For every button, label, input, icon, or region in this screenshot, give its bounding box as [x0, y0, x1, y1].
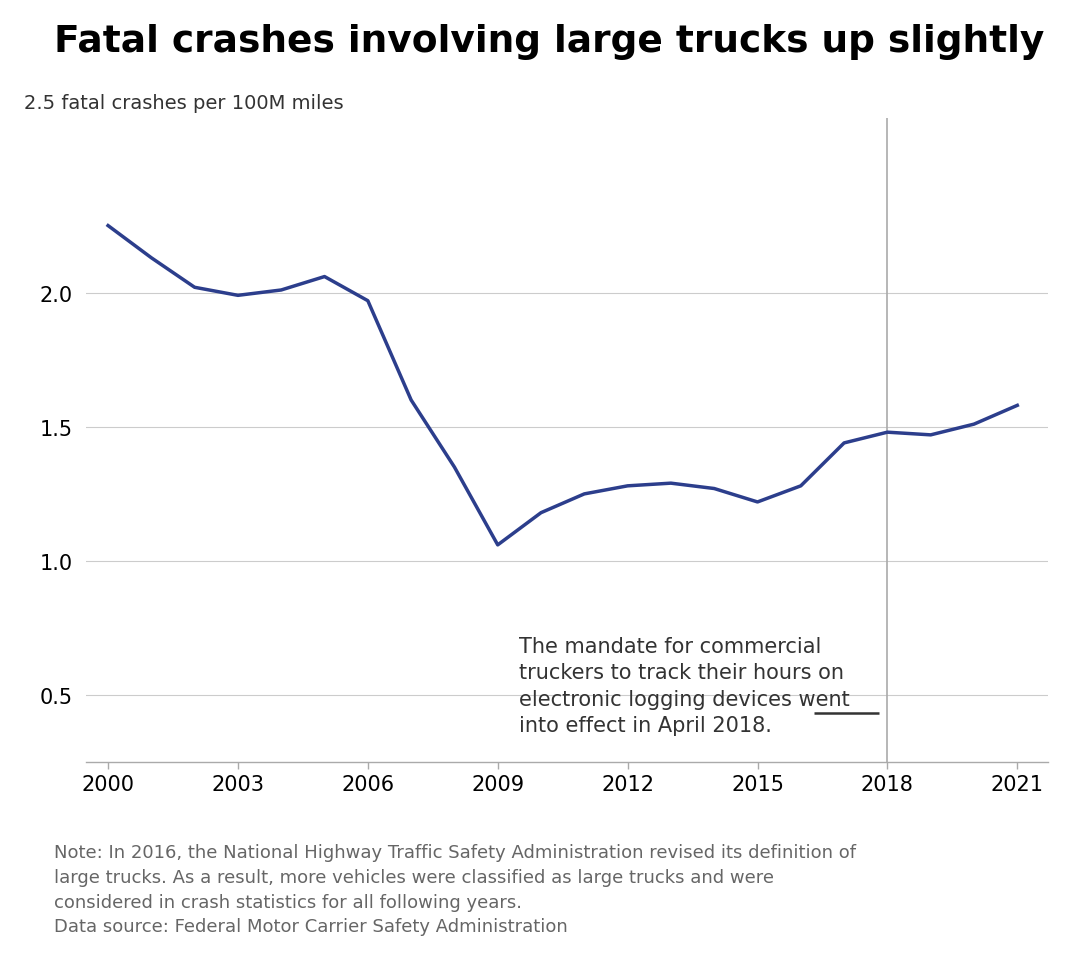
Text: Fatal crashes involving large trucks up slightly: Fatal crashes involving large trucks up …: [54, 24, 1044, 60]
Text: Data source: Federal Motor Carrier Safety Administration: Data source: Federal Motor Carrier Safet…: [54, 917, 568, 935]
Text: 2.5 fatal crashes per 100M miles: 2.5 fatal crashes per 100M miles: [24, 93, 343, 112]
Text: The mandate for commercial
truckers to track their hours on
electronic logging d: The mandate for commercial truckers to t…: [519, 637, 850, 736]
Text: Note: In 2016, the National Highway Traffic Safety Administration revised its de: Note: In 2016, the National Highway Traf…: [54, 843, 856, 911]
